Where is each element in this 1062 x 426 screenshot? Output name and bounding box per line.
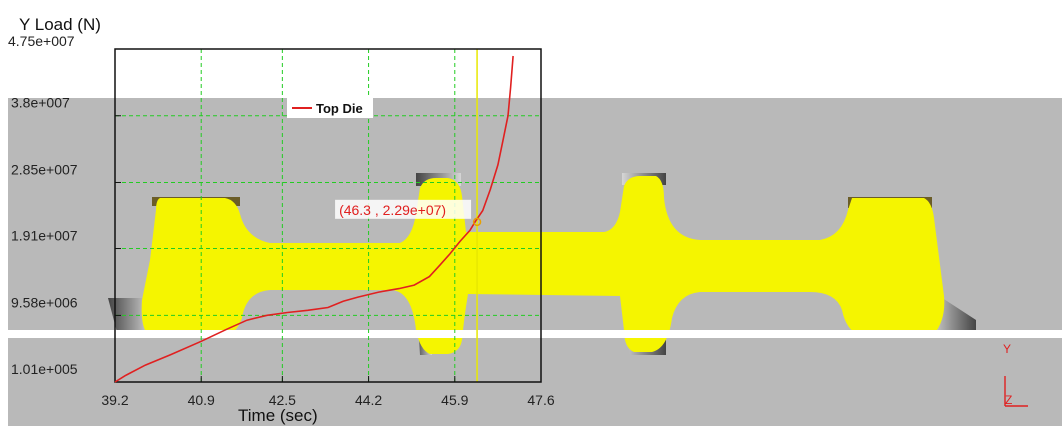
plot-frame (114, 48, 542, 383)
cursor-readout-label: (46.3 , 2.29e+07) (339, 202, 446, 218)
series-line-top-die (114, 55, 514, 383)
x-tick-label: 47.6 (527, 392, 554, 408)
legend-label-top-die: Top Die (316, 101, 363, 116)
y-tick-label: 1.91e+007 (11, 228, 78, 244)
y-axis-ticks: 1.01e+005 9.58e+006 1.91e+007 2.85e+007 3.8e… (8, 33, 121, 383)
x-axis-ticks: 39.2 40.9 42.5 44.2 45.9 47.6 (101, 376, 555, 408)
y-tick-label: 4.75e+007 (8, 33, 75, 49)
y-axis-title: Y Load (N) (19, 15, 101, 34)
x-tick-label: 42.5 (269, 392, 296, 408)
x-tick-label: 45.9 (441, 392, 468, 408)
cursor-readout: (46.3 , 2.29e+07) (335, 199, 472, 219)
y-tick-label: 9.58e+006 (11, 294, 78, 310)
simulation-background (8, 98, 1062, 426)
x-tick-label: 39.2 (101, 392, 128, 408)
forged-part-shape (141, 176, 945, 354)
triad-y-label: Y (1003, 342, 1011, 356)
parting-line (8, 330, 1062, 338)
legend: Top Die (287, 98, 373, 118)
y-tick-label: 3.8e+007 (11, 95, 70, 111)
x-tick-label: 44.2 (355, 392, 382, 408)
x-tick-label: 40.9 (188, 392, 215, 408)
die-gap-left-icon (108, 298, 152, 336)
y-tick-label: 2.85e+007 (11, 161, 78, 177)
y-tick-label: 1.01e+005 (11, 361, 78, 377)
x-axis-title: Time (sec) (238, 406, 318, 425)
cursor-marker (472, 217, 482, 227)
orientation-triad: Y Z (1003, 342, 1028, 407)
triad-z-label: Z (1005, 393, 1012, 407)
